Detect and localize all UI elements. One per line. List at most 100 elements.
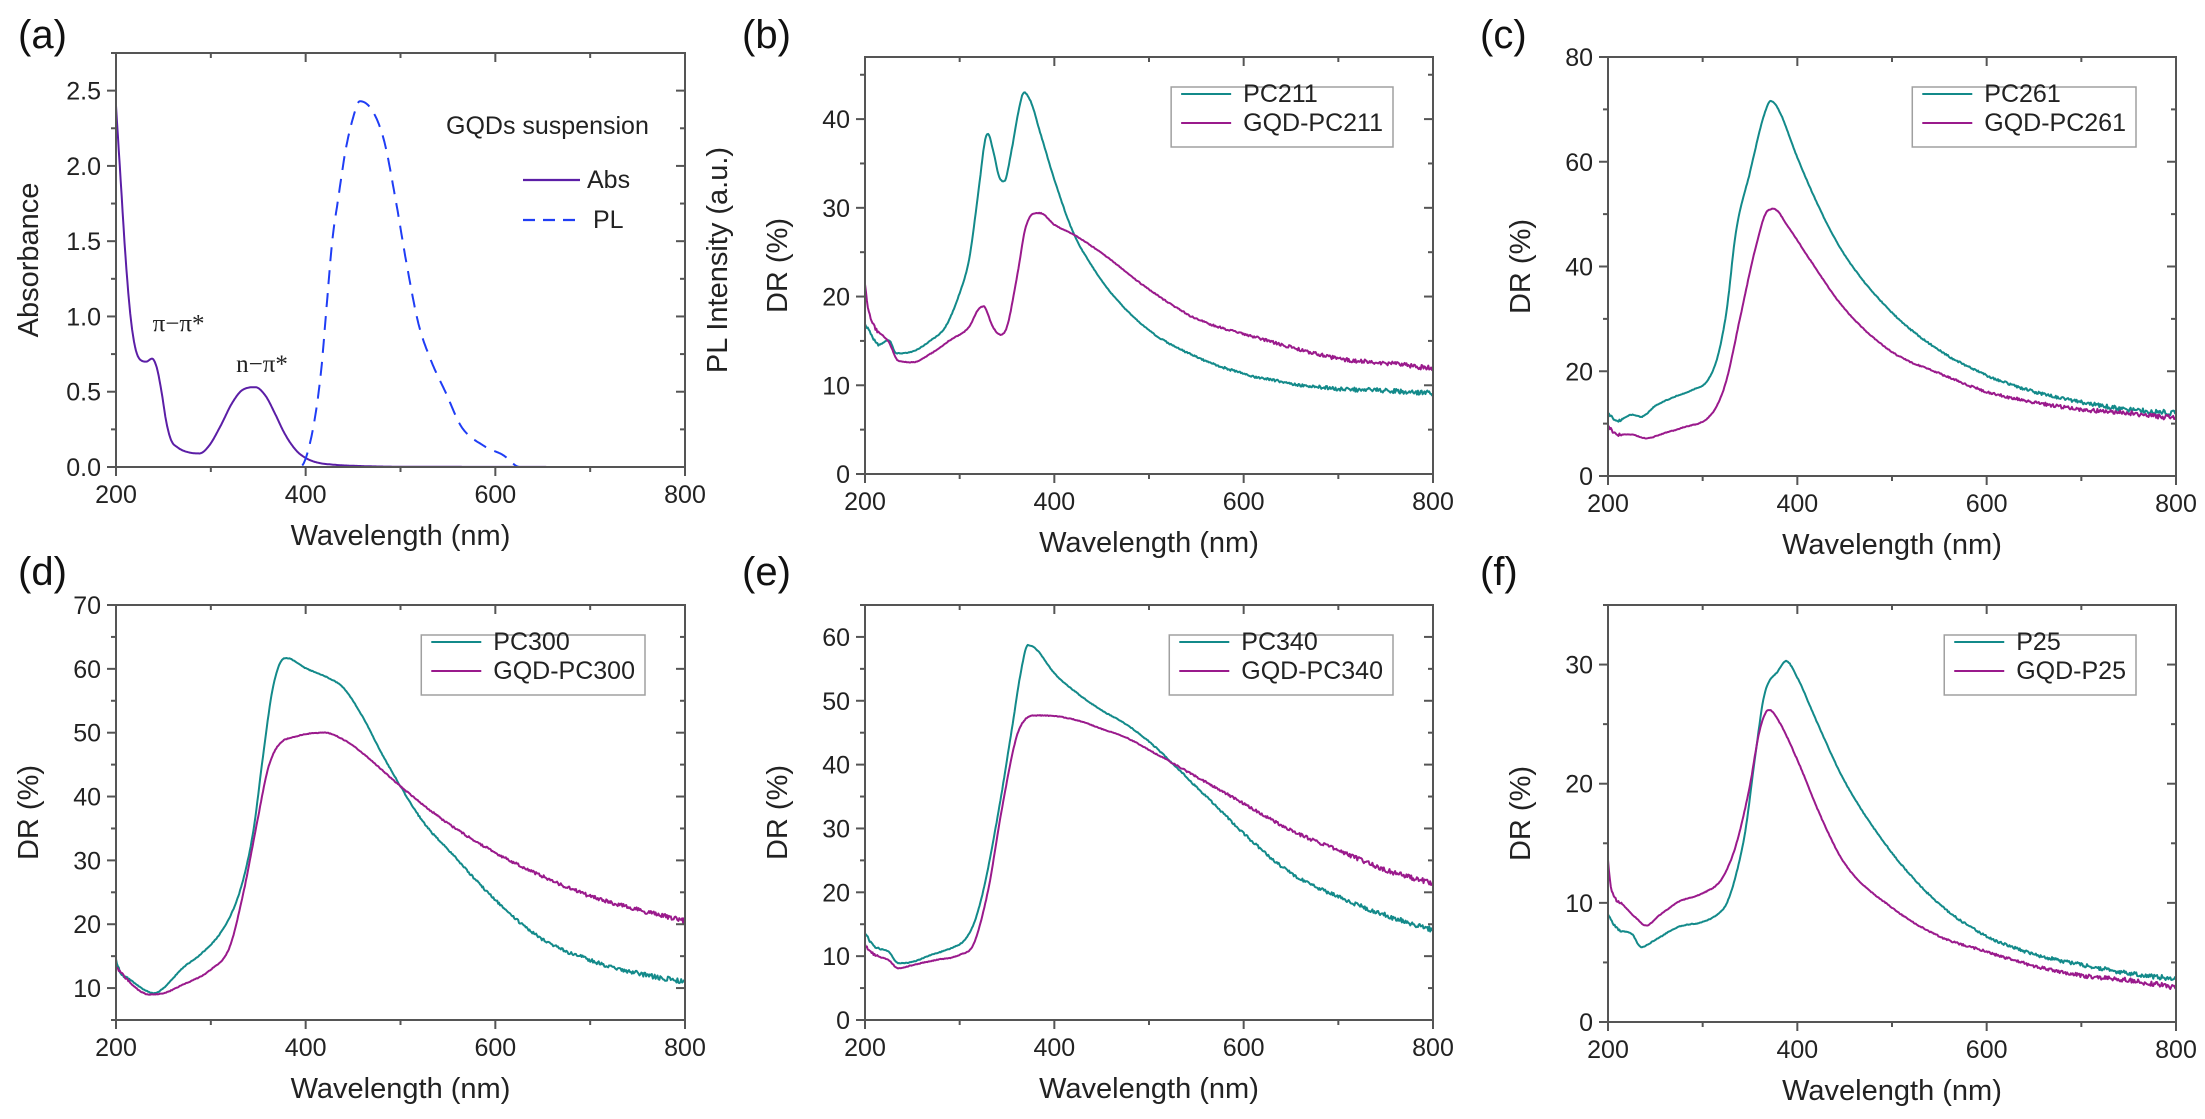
y-tick-label: 10 [73, 975, 101, 1003]
y-axis-title: Absorbance [13, 183, 45, 338]
x-axis-title: Wavelength (nm) [1039, 527, 1259, 559]
x-axis-title: Wavelength (nm) [1039, 1073, 1259, 1105]
x-tick-label: 400 [285, 481, 327, 509]
x-axis-title: Wavelength (nm) [291, 520, 511, 552]
x-axis-title: Wavelength (nm) [1782, 529, 2002, 561]
series-line-pl [210, 100, 686, 468]
legend-label: P25 [2016, 628, 2060, 656]
x-tick-label: 600 [474, 1034, 516, 1062]
x-axis-title: Wavelength (nm) [1782, 1075, 2002, 1107]
legend: GQDs suspension Abs PL [446, 112, 649, 234]
x-tick-label: 200 [95, 1034, 137, 1062]
y-tick-label: 40 [822, 106, 850, 134]
x-tick-label: 600 [1966, 490, 2008, 518]
y-tick-label: 60 [1565, 149, 1593, 177]
y-axis-title: DR (%) [762, 765, 794, 860]
y-tick-label: 30 [73, 847, 101, 875]
panel-label: (c) [1480, 13, 1527, 57]
y-axis-title: DR (%) [13, 765, 45, 860]
y-tick-label: 30 [822, 195, 850, 223]
series-line-abs [115, 105, 686, 468]
legend-label: GQD-PC211 [1243, 109, 1383, 137]
y-axis-title: DR (%) [762, 218, 794, 313]
panel-e: 200 400 600 800 0 10 20 30 40 50 60 Wavelength (nm)… [742, 550, 1454, 1105]
panel-label: (a) [18, 13, 67, 57]
series-line-gqd-pc261 [1607, 207, 2177, 440]
y-tick-label: 0 [1579, 463, 1593, 491]
x-tick-label: 800 [2155, 490, 2197, 518]
x-tick-label: 200 [844, 488, 886, 516]
legend-box [1911, 86, 2137, 148]
x-tick-label: 200 [844, 1034, 886, 1062]
y-tick-label: 20 [1565, 771, 1593, 799]
y-tick-label: 80 [1565, 44, 1593, 72]
legend-label: GQD-PC261 [1984, 109, 2126, 137]
y-tick-label: 10 [822, 943, 850, 971]
x-tick-label: 400 [1776, 1036, 1818, 1064]
series-group [115, 657, 686, 996]
legend-label: GQD-PC300 [493, 657, 635, 685]
series-line-gqd-pc340 [864, 714, 1434, 970]
y2-axis-title: PL Intensity (a.u.) [702, 147, 734, 373]
panel-label: (d) [18, 550, 67, 594]
x-tick-label: 800 [664, 1034, 706, 1062]
legend-title: GQDs suspension [446, 112, 649, 140]
legend-label: PC211 [1243, 80, 1318, 108]
legend-label: GQD-PC340 [1241, 657, 1383, 685]
x-tick-label: 600 [1966, 1036, 2008, 1064]
y-tick-label: 2.0 [66, 153, 101, 181]
y-axis-title: DR (%) [1505, 766, 1537, 861]
y-tick-label: 1.5 [66, 228, 101, 256]
series-line-pc211 [864, 91, 1434, 397]
legend-label: Abs [587, 166, 630, 194]
y-tick-label: 70 [73, 592, 101, 620]
y-tick-label: 20 [822, 284, 850, 312]
y-tick-label: 60 [822, 624, 850, 652]
series-group [864, 643, 1434, 970]
legend-label: PC300 [493, 628, 569, 656]
panel-label: (b) [742, 13, 791, 57]
y-tick-label: 60 [73, 656, 101, 684]
y-tick-label: 0.0 [66, 454, 101, 482]
annotation: π−π* [153, 311, 205, 338]
legend-box [420, 634, 646, 696]
y-tick-label: 10 [822, 372, 850, 400]
y-tick-label: 0.5 [66, 379, 101, 407]
panel-a: 200 400 600 800 0.0 0.5 1.0 1.5 2.0 2.5 Wavelength… [13, 13, 734, 552]
y-tick-label: 0 [836, 1007, 850, 1035]
y-tick-label: 0 [1579, 1009, 1593, 1037]
x-tick-label: 800 [1412, 1034, 1454, 1062]
series-group [864, 91, 1434, 397]
y-tick-label: 10 [1565, 890, 1593, 918]
x-tick-label: 600 [1223, 1034, 1265, 1062]
y-axis-title: DR (%) [1505, 219, 1537, 314]
x-tick-label: 400 [1033, 1034, 1075, 1062]
panel-d: 200 400 600 800 10 20 30 40 50 60 70 Wavelength (nm… [13, 550, 706, 1105]
panel-label: (e) [742, 550, 791, 594]
x-tick-label: 800 [1412, 488, 1454, 516]
series-line-gqd-pc211 [864, 211, 1434, 372]
series-line-gqd-pc300 [115, 731, 686, 996]
legend-box [1943, 634, 2137, 696]
x-tick-label: 200 [95, 481, 137, 509]
x-axis-title: Wavelength (nm) [291, 1073, 511, 1105]
y-tick-label: 0 [836, 461, 850, 489]
series-line-pc261 [1607, 99, 2177, 423]
x-tick-label: 200 [1587, 1036, 1629, 1064]
panel-c: 200 400 600 800 0 20 40 60 80 Wavelength (nm) DR (… [1480, 13, 2197, 561]
legend-label: PL [593, 206, 624, 234]
series-line-pc340 [864, 643, 1434, 965]
series-line-pc300 [115, 657, 686, 995]
series-line-gqd-p25 [1607, 709, 2177, 990]
y-tick-label: 40 [73, 784, 101, 812]
panel-f: 200 400 600 800 0 10 20 30 Wavelength (nm) DR (%)… [1480, 550, 2197, 1107]
x-tick-label: 800 [2155, 1036, 2197, 1064]
legend-label: GQD-P25 [2016, 657, 2126, 685]
y-tick-label: 1.0 [66, 303, 101, 331]
x-tick-label: 200 [1587, 490, 1629, 518]
